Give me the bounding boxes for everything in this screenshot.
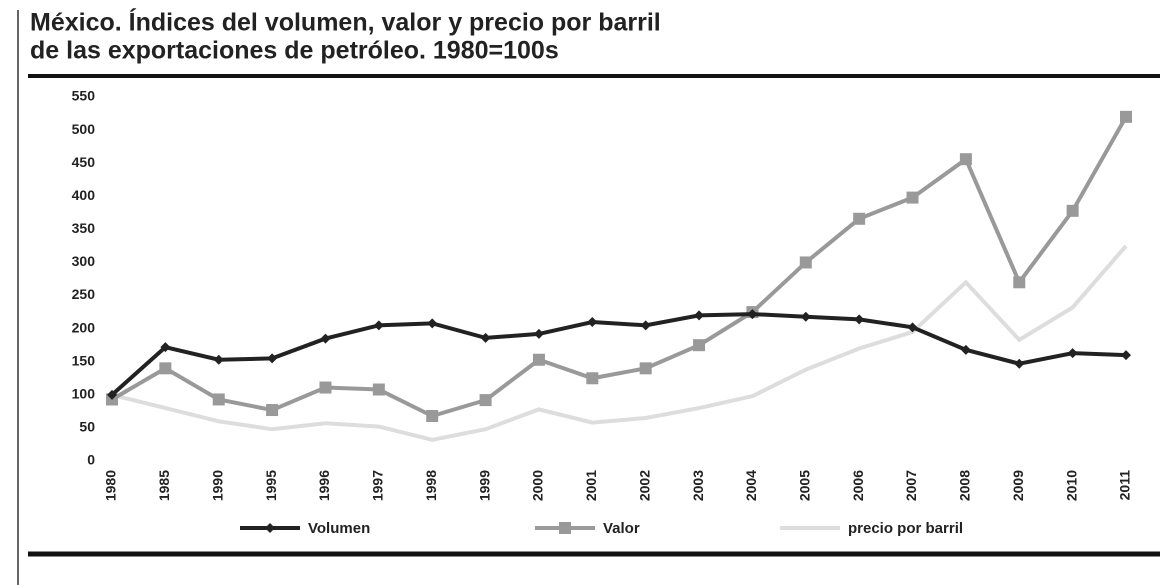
marker (1121, 350, 1131, 361)
y-tick-label: 500 (72, 121, 96, 137)
marker (372, 383, 385, 396)
y-tick-label: 550 (72, 88, 96, 104)
legend-item: precio por barril (780, 520, 963, 537)
legend-item: Volumen (240, 520, 370, 537)
series-line (110, 312, 1127, 397)
marker (159, 362, 172, 375)
marker (1067, 348, 1078, 359)
marker (640, 320, 651, 331)
x-tick-label: 1997 (370, 470, 386, 501)
marker (587, 317, 598, 328)
y-tick-label: 400 (72, 187, 96, 203)
y-tick-label: 0 (87, 452, 95, 468)
x-tick-label: 1998 (423, 470, 439, 501)
y-tick-label: 300 (72, 253, 96, 269)
marker (799, 256, 812, 269)
marker (213, 354, 224, 365)
marker (267, 353, 278, 364)
x-tick-label: 2011 (1117, 470, 1133, 501)
marker (1066, 204, 1079, 217)
y-tick-label: 250 (72, 286, 96, 302)
marker (639, 362, 652, 375)
marker (1013, 276, 1026, 289)
marker (800, 311, 811, 322)
marker (160, 342, 171, 353)
marker (426, 409, 439, 422)
legend-marker (559, 522, 571, 534)
chart-title: de las exportaciones de petróleo. 1980=1… (30, 37, 559, 65)
y-tick-label: 200 (72, 319, 96, 335)
marker (1120, 110, 1132, 123)
x-tick-label: 1985 (156, 470, 172, 501)
marker (960, 344, 971, 355)
legend-label: Valor (603, 520, 640, 537)
legend-label: Volumen (308, 520, 370, 537)
marker (427, 318, 438, 329)
marker (586, 372, 599, 385)
marker (107, 389, 117, 400)
x-tick-label: 1995 (263, 470, 279, 501)
x-tick-label: 2007 (903, 470, 919, 501)
series-line (110, 115, 1128, 419)
marker (533, 328, 544, 339)
marker (959, 153, 972, 166)
x-tick-label: 1996 (316, 470, 332, 501)
legend-marker (265, 523, 275, 533)
marker (854, 314, 865, 325)
legend-item: Valor (535, 520, 640, 537)
marker (373, 320, 384, 331)
x-tick-label: 1980 (103, 470, 119, 501)
marker (319, 381, 332, 394)
y-tick-label: 100 (72, 386, 96, 402)
marker (747, 309, 758, 320)
x-tick-label: 2008 (957, 470, 973, 501)
x-tick-label: 2004 (743, 470, 759, 501)
marker (906, 191, 919, 204)
marker (694, 310, 705, 321)
x-tick-label: 2006 (850, 470, 866, 501)
y-tick-label: 50 (79, 419, 95, 435)
x-tick-label: 2009 (1010, 470, 1026, 501)
marker (212, 393, 225, 406)
legend-label: precio por barril (848, 520, 963, 537)
x-tick-label: 2010 (1063, 470, 1079, 501)
marker (693, 339, 706, 352)
marker (320, 333, 331, 344)
chart-title: México. Índices del volumen, valor y pre… (30, 8, 661, 37)
x-tick-label: 1999 (476, 470, 492, 501)
marker (853, 212, 866, 225)
x-tick-label: 2001 (583, 470, 599, 501)
marker (480, 332, 491, 343)
y-tick-label: 450 (72, 154, 96, 170)
marker (907, 322, 918, 333)
series-line (111, 244, 1128, 442)
y-tick-label: 150 (72, 352, 96, 368)
marker (266, 404, 279, 417)
marker (479, 394, 492, 407)
x-tick-label: 2000 (530, 470, 546, 501)
marker (1014, 358, 1025, 369)
x-tick-label: 2003 (690, 470, 706, 501)
marker (532, 353, 545, 366)
y-tick-label: 350 (72, 220, 96, 236)
x-tick-label: 2005 (796, 470, 812, 501)
x-tick-label: 1990 (209, 470, 225, 501)
x-tick-label: 2002 (636, 470, 652, 501)
